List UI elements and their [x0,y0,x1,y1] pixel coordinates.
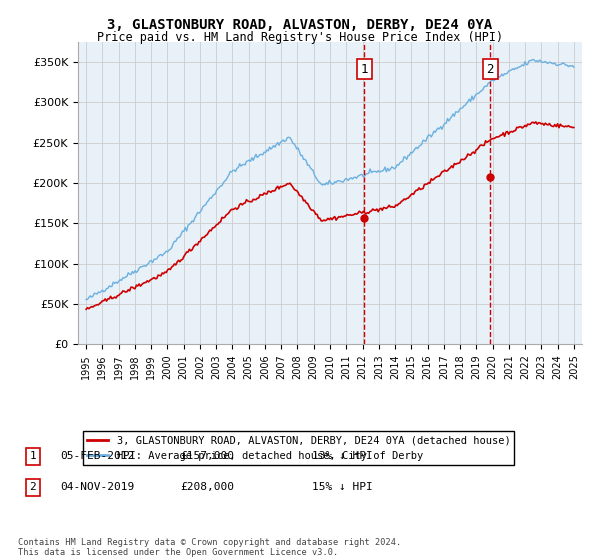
Legend: 3, GLASTONBURY ROAD, ALVASTON, DERBY, DE24 0YA (detached house), HPI: Average pr: 3, GLASTONBURY ROAD, ALVASTON, DERBY, DE… [83,431,514,465]
Text: 13% ↓ HPI: 13% ↓ HPI [312,451,373,461]
Text: 2: 2 [487,63,494,76]
Text: £157,000: £157,000 [180,451,234,461]
Text: £208,000: £208,000 [180,482,234,492]
Text: 15% ↓ HPI: 15% ↓ HPI [312,482,373,492]
Text: 3, GLASTONBURY ROAD, ALVASTON, DERBY, DE24 0YA: 3, GLASTONBURY ROAD, ALVASTON, DERBY, DE… [107,18,493,32]
Text: 05-FEB-2012: 05-FEB-2012 [60,451,134,461]
Text: 2: 2 [29,482,37,492]
Text: 1: 1 [29,451,37,461]
Text: Price paid vs. HM Land Registry's House Price Index (HPI): Price paid vs. HM Land Registry's House … [97,31,503,44]
Text: Contains HM Land Registry data © Crown copyright and database right 2024.
This d: Contains HM Land Registry data © Crown c… [18,538,401,557]
Text: 1: 1 [361,63,368,76]
Text: 04-NOV-2019: 04-NOV-2019 [60,482,134,492]
